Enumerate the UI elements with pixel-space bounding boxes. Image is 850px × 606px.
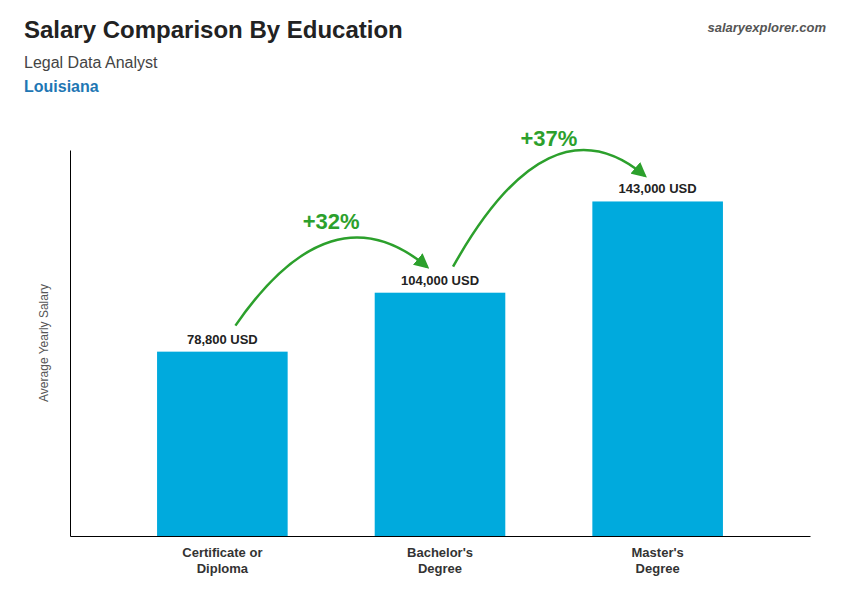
subtitle: Louisiana: [24, 78, 99, 95]
annotation: +37%: [520, 126, 577, 151]
annotation-arrow: [453, 150, 645, 267]
x-tick-label: Bachelor'sDegree: [407, 545, 473, 576]
x-tick-label-line: Certificate or: [182, 545, 262, 560]
bar: [592, 201, 723, 536]
data-labels: 78,800 USD 104,000 USD 143,000 USD: [187, 181, 697, 346]
y-axis-title: Average Yearly Salary: [37, 284, 51, 402]
data-label: 143,000 USD: [619, 181, 697, 196]
annotation: +32%: [303, 209, 360, 234]
x-tick-label-line: Degree: [636, 561, 680, 576]
x-axis: Certificate orDiplomaBachelor'sDegreeMas…: [71, 537, 811, 576]
y-axis: [70, 151, 71, 537]
bars: [157, 201, 723, 536]
x-tick: Bachelor'sDegree: [407, 545, 473, 576]
y-axis-line: [70, 151, 71, 537]
x-tick-label-line: Master's: [632, 545, 684, 560]
annotations: +32% +37%: [235, 126, 644, 325]
x-tick-label-line: Bachelor's: [407, 545, 473, 560]
x-tick-label: Master'sDegree: [632, 545, 684, 576]
x-tick: Certificate orDiploma: [182, 545, 262, 576]
x-tick-label: Certificate orDiploma: [182, 545, 262, 576]
data-label: 104,000 USD: [401, 273, 479, 288]
source: salaryexplorer.com: [707, 20, 826, 35]
x-tick-label-line: Diploma: [197, 561, 249, 576]
chart-container: Salary Comparison By Education Legal Data…: [0, 0, 850, 606]
x-axis-line: [71, 536, 811, 537]
x-tick: Master'sDegree: [632, 545, 684, 576]
chart-svg: Salary Comparison By Education Legal Data…: [0, 0, 850, 606]
title: Salary Comparison By Education: [24, 16, 403, 43]
subtitle: Legal Data Analyst: [24, 54, 158, 71]
x-tick-label-line: Degree: [418, 561, 462, 576]
bar: [375, 293, 506, 536]
bar: [157, 352, 288, 536]
data-label: 78,800 USD: [187, 332, 258, 347]
annotation-arrow: [235, 237, 427, 325]
